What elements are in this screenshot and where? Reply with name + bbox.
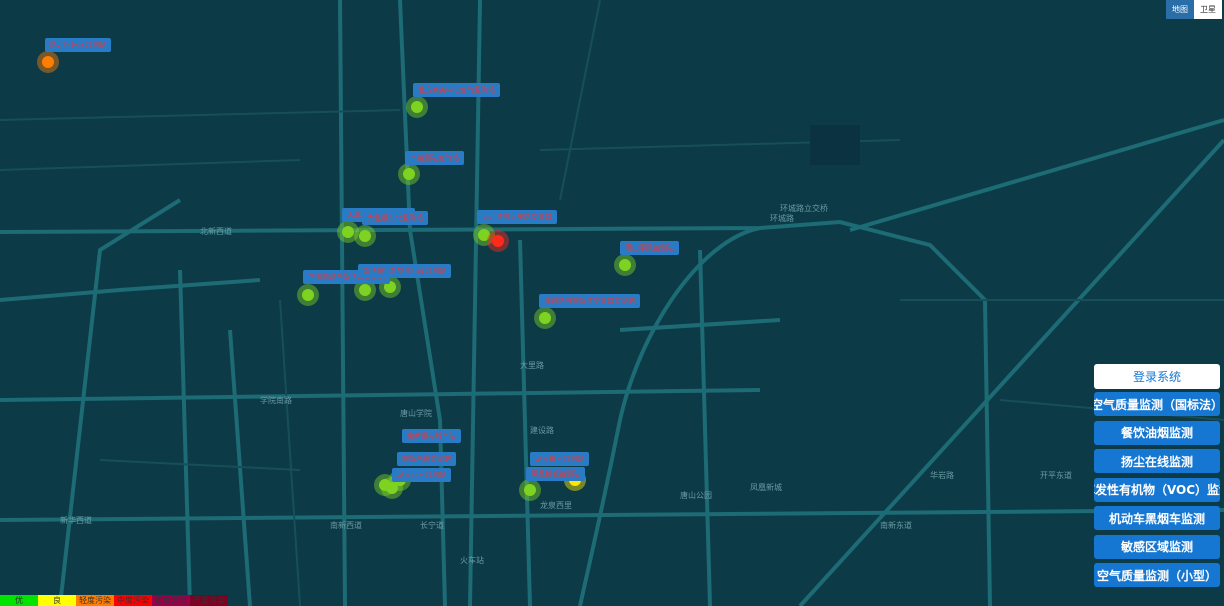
- station-label: 大北道东北监测站: [362, 211, 428, 225]
- station-marker[interactable]: [411, 101, 423, 113]
- place-label: 建设路: [530, 426, 554, 435]
- legend-item: 中度污染: [114, 595, 152, 606]
- station-label: 市监测站空气站: [405, 151, 464, 165]
- station-marker[interactable]: [539, 312, 551, 324]
- map-button[interactable]: 地图: [1166, 0, 1194, 19]
- legend: 优良轻度污染 中度污染 重度污染 严重污染: [0, 595, 228, 606]
- station-marker[interactable]: [492, 235, 504, 247]
- menu-button[interactable]: 空气质量监测（小型）: [1094, 563, 1220, 587]
- station-label: 大北道与大里路交叉口: [477, 210, 557, 224]
- station-marker[interactable]: [619, 259, 631, 271]
- legend-item: 良: [38, 595, 76, 606]
- place-label: 凤凰新城: [750, 483, 782, 492]
- place-label: 北新西道: [200, 227, 232, 236]
- station-marker[interactable]: [359, 230, 371, 242]
- menu-button[interactable]: 机动车黑烟车监测: [1094, 506, 1220, 530]
- place-label: 火车站: [460, 556, 484, 565]
- satellite-button[interactable]: 卫星: [1194, 0, 1222, 19]
- menu-button[interactable]: 餐饮油烟监测: [1094, 420, 1220, 445]
- station-label: 南新西道监测站: [397, 452, 456, 466]
- map-type-toggle: 地图 卫星: [1166, 0, 1222, 19]
- place-label: 唐山学院: [400, 409, 432, 418]
- station-marker[interactable]: [478, 229, 490, 241]
- place-label: 学院南路: [260, 396, 292, 405]
- station-marker[interactable]: [342, 226, 354, 238]
- legend-item: 重度污染: [152, 595, 190, 606]
- station-marker[interactable]: [403, 168, 415, 180]
- place-label: 长宁道: [420, 521, 444, 530]
- station-marker[interactable]: [359, 284, 371, 296]
- station-marker[interactable]: [42, 56, 54, 68]
- place-label: 南新东道: [880, 521, 912, 530]
- station-label: 新华道西段监测站: [385, 264, 451, 278]
- station-label: 凤凰新城监测站: [526, 467, 585, 481]
- legend-item: 严重污染: [190, 595, 228, 606]
- legend-item: 优: [0, 595, 38, 606]
- place-label: 唐山公园: [680, 491, 712, 500]
- station-label: 龙泉东里监测站: [530, 452, 589, 466]
- place-label: 南新西道: [330, 521, 362, 530]
- place-label: 开平东道: [1040, 471, 1072, 480]
- place-label: 龙泉西里: [540, 501, 572, 510]
- menu-button[interactable]: 挥发性有机物（VOC）监测: [1094, 477, 1220, 502]
- menu-button[interactable]: 扬尘在线监测: [1094, 449, 1220, 473]
- station-marker[interactable]: [302, 289, 314, 301]
- lake: [810, 125, 860, 165]
- station-label: 南新道与城市站: [402, 429, 461, 443]
- place-label: 环城路: [770, 214, 794, 223]
- place-label: 大里路: [520, 361, 544, 370]
- menu-button[interactable]: 敏感区域监测: [1094, 534, 1220, 559]
- place-label: 华岩路: [930, 471, 954, 480]
- station-label: 龙泉西里监测站: [392, 468, 451, 482]
- place-label: 新华西道: [60, 516, 92, 525]
- login-button[interactable]: 登录系统: [1094, 364, 1220, 389]
- menu-button[interactable]: 空气质量监测（国标法）: [1094, 392, 1220, 416]
- station-label: 路北区环境监测站: [45, 38, 111, 52]
- station-marker[interactable]: [384, 281, 396, 293]
- legend-item: 轻度污染: [76, 595, 114, 606]
- station-marker[interactable]: [379, 479, 391, 491]
- station-label: 建设路与南新道交叉口监测站: [539, 294, 640, 308]
- station-marker[interactable]: [524, 484, 536, 496]
- station-label: 唐山学院监测站: [620, 241, 679, 255]
- station-label: 北方商务中心空气监测站: [413, 83, 500, 97]
- place-label: 环城路立交桥: [780, 204, 828, 213]
